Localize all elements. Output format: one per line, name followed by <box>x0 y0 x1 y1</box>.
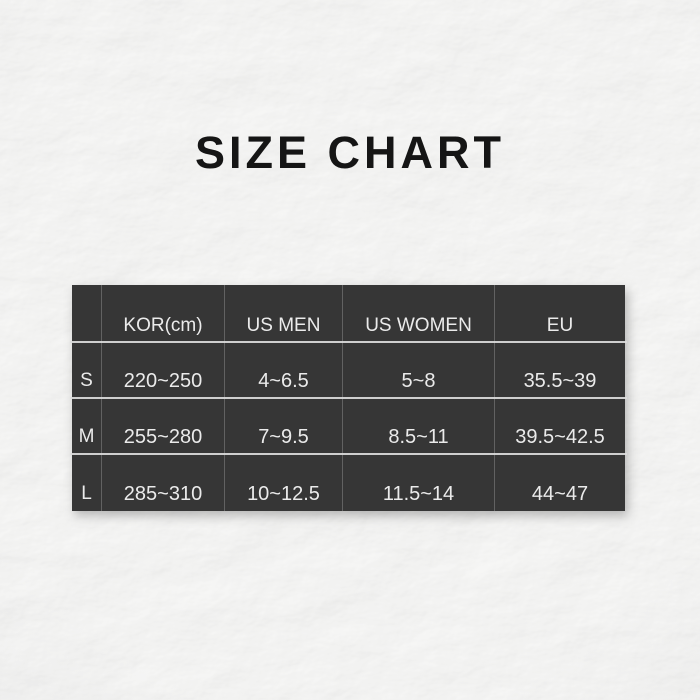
cell-m-us-women: 8.5~11 <box>342 398 494 454</box>
header-cell-eu: EU <box>494 285 625 342</box>
header-cell-us-men: US MEN <box>224 285 342 342</box>
cell-l-us-women: 11.5~14 <box>342 454 494 511</box>
header-cell-size <box>72 285 101 342</box>
size-label-m: M <box>78 426 95 447</box>
cell-s-kor: 220~250 <box>101 342 224 398</box>
header-cell-kor: KOR(cm) <box>101 285 224 342</box>
size-chart-table: KOR(cm) US MEN US WOMEN EU S 220~250 4~6… <box>70 285 627 511</box>
size-label-l: L <box>81 483 92 504</box>
cell-l-eu: 44~47 <box>494 454 625 511</box>
cell-m-us-men: 7~9.5 <box>224 398 342 454</box>
cell-m-kor: 255~280 <box>101 398 224 454</box>
cell-m-eu: 39.5~42.5 <box>494 398 625 454</box>
cell-s-us-women: 5~8 <box>342 342 494 398</box>
cell-l-kor: 285~310 <box>101 454 224 511</box>
cell-l-us-men: 10~12.5 <box>224 454 342 511</box>
page-title: SIZE CHART <box>195 127 505 178</box>
cell-s-us-men: 4~6.5 <box>224 342 342 398</box>
size-label-s: S <box>80 370 93 391</box>
cell-s-eu: 35.5~39 <box>494 342 625 398</box>
header-cell-us-women: US WOMEN <box>342 285 494 342</box>
